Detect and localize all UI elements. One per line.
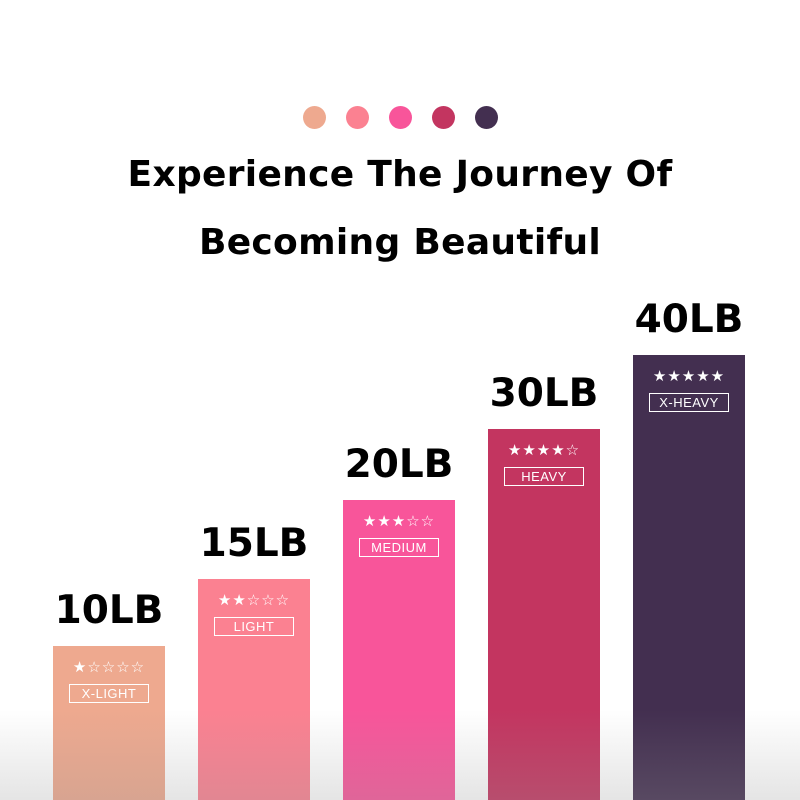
resistance-bar: ★★★☆☆ MEDIUM: [343, 500, 455, 800]
star-rating-icon: ★★★☆☆: [362, 512, 436, 530]
star-rating-icon: ★★★★☆: [507, 441, 581, 459]
color-dot: [431, 106, 455, 129]
level-label: HEAVY: [504, 467, 584, 486]
level-label: X-LIGHT: [69, 684, 149, 703]
resistance-bar: ★★☆☆☆ LIGHT: [198, 579, 310, 800]
level-label: MEDIUM: [359, 538, 439, 557]
headline-line2: Becoming Beautiful: [198, 222, 602, 263]
weight-label: 40LB: [634, 297, 744, 342]
weight-label: 20LB: [344, 442, 454, 487]
color-dot: [302, 106, 326, 129]
color-dot: [474, 106, 498, 129]
star-rating-icon: ★★☆☆☆: [217, 591, 291, 609]
level-label: X-HEAVY: [649, 393, 729, 412]
resistance-bar: ★★★★☆ HEAVY: [488, 429, 600, 800]
color-dots: [0, 106, 800, 129]
level-label: LIGHT: [214, 617, 294, 636]
weight-label: 15LB: [199, 521, 309, 566]
weight-label: 10LB: [54, 588, 164, 633]
star-rating-icon: ★☆☆☆☆: [72, 658, 146, 676]
color-dot: [388, 106, 412, 129]
weight-label: 30LB: [489, 371, 599, 416]
headline-line1: Experience The Journey Of: [127, 154, 673, 195]
resistance-bar: ★☆☆☆☆ X-LIGHT: [53, 646, 165, 800]
resistance-bar: ★★★★★ X-HEAVY: [633, 355, 745, 800]
color-dot: [345, 106, 369, 129]
star-rating-icon: ★★★★★: [652, 367, 726, 385]
